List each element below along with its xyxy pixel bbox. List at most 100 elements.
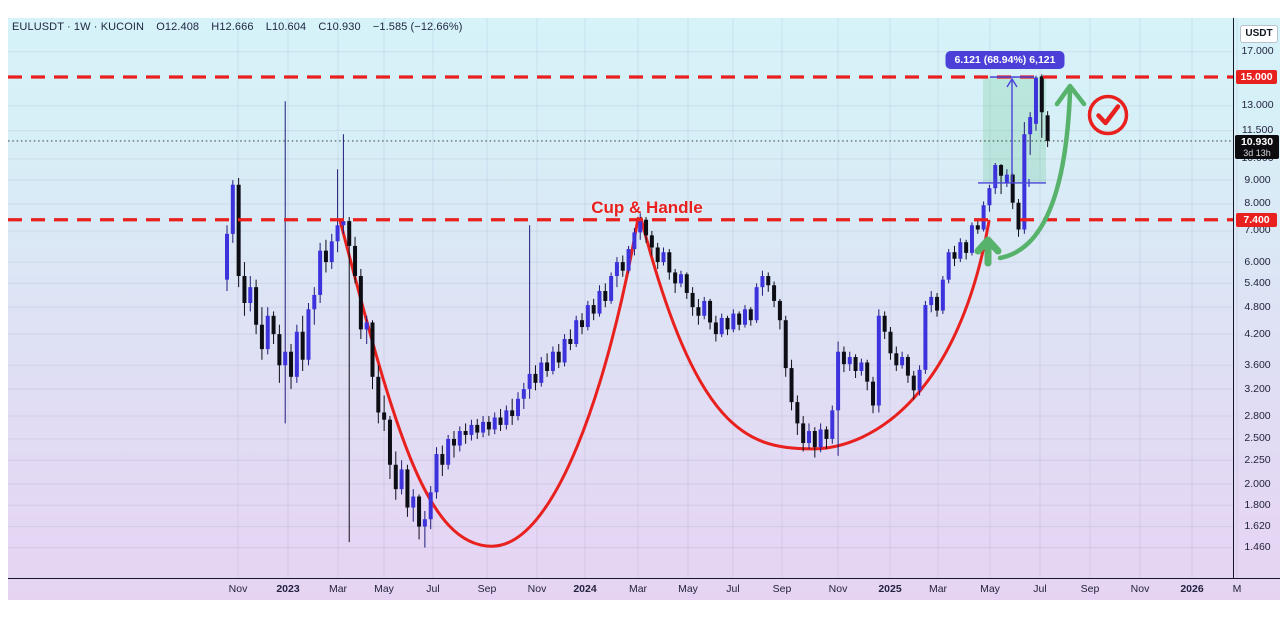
candle-body[interactable] — [993, 165, 998, 189]
candle-body[interactable] — [859, 362, 864, 371]
candle-body[interactable] — [248, 287, 253, 304]
candle-body[interactable] — [678, 274, 683, 284]
time-tick-label[interactable]: May — [678, 583, 698, 595]
symbol-title[interactable]: EULUSDT · 1W · KUCOIN — [12, 21, 145, 33]
candle-body[interactable] — [673, 272, 678, 284]
candle-body[interactable] — [882, 315, 887, 332]
candle-body[interactable] — [521, 389, 526, 399]
time-tick-label[interactable]: Jul — [1033, 583, 1047, 595]
candle-body[interactable] — [469, 424, 474, 435]
candle-body[interactable] — [969, 225, 974, 253]
candle-body[interactable] — [1033, 77, 1038, 124]
candle-body[interactable] — [777, 300, 782, 321]
candle-body[interactable] — [376, 376, 381, 413]
candle-body[interactable] — [300, 331, 305, 360]
candle-body[interactable] — [335, 225, 340, 242]
candle-body[interactable] — [353, 245, 358, 277]
candle-body[interactable] — [225, 233, 229, 280]
time-tick-label[interactable]: May — [374, 583, 394, 595]
candle-body[interactable] — [836, 351, 841, 411]
candle-body[interactable] — [440, 454, 445, 465]
time-tick-label[interactable]: Sep — [772, 583, 792, 595]
candle-body[interactable] — [975, 225, 980, 230]
price-axis[interactable]: USDT 17.00013.00011.50010.0009.0008.0007… — [1233, 18, 1280, 578]
candle-body[interactable] — [626, 249, 631, 271]
candle-body[interactable] — [900, 357, 905, 366]
candle-body[interactable] — [574, 320, 579, 344]
cup-handle-annotation[interactable]: Cup & Handle — [591, 198, 703, 217]
candle-body[interactable] — [987, 188, 992, 206]
candle-body[interactable] — [550, 351, 555, 371]
candle-body[interactable] — [463, 431, 468, 435]
candle-body[interactable] — [597, 290, 602, 314]
candle-body[interactable] — [347, 221, 352, 246]
candle-body[interactable] — [748, 309, 753, 321]
candle-body[interactable] — [644, 219, 649, 236]
time-tick-label[interactable]: Jul — [426, 583, 440, 595]
candle-body[interactable] — [411, 496, 416, 508]
candle-body[interactable] — [382, 412, 387, 420]
candle-body[interactable] — [935, 296, 940, 311]
candle-body[interactable] — [358, 276, 363, 330]
time-tick-label[interactable]: Nov — [1130, 583, 1150, 595]
candle-body[interactable] — [911, 375, 916, 391]
time-tick-label[interactable]: 2025 — [878, 583, 902, 595]
candle-body[interactable] — [580, 320, 585, 328]
candle-body[interactable] — [364, 322, 369, 330]
candle-body[interactable] — [329, 241, 334, 263]
candle-body[interactable] — [981, 205, 986, 230]
candle-body[interactable] — [568, 339, 573, 344]
candle-body[interactable] — [451, 438, 456, 446]
candle-body[interactable] — [772, 285, 777, 301]
time-tick-label[interactable]: Nov — [527, 583, 547, 595]
candle-body[interactable] — [888, 331, 893, 354]
candle-body[interactable] — [603, 290, 608, 301]
currency-button[interactable]: USDT — [1240, 25, 1278, 43]
candle-body[interactable] — [492, 417, 497, 430]
candle-body[interactable] — [760, 276, 765, 288]
candle-body[interactable] — [731, 313, 736, 330]
candle-body[interactable] — [684, 274, 689, 293]
candle-body[interactable] — [259, 324, 264, 350]
candle-body[interactable] — [812, 431, 817, 448]
candle-body[interactable] — [504, 410, 509, 425]
candle-body[interactable] — [742, 309, 747, 325]
candle-body[interactable] — [841, 351, 846, 365]
candle-body[interactable] — [277, 334, 282, 366]
candle-body[interactable] — [545, 362, 550, 371]
time-tick-label[interactable]: Nov — [828, 583, 848, 595]
candle-body[interactable] — [434, 454, 439, 493]
measure-tool-label[interactable]: 6.121 (68.94%) 6,121 — [945, 51, 1065, 69]
candle-body[interactable] — [370, 322, 375, 377]
candle-body[interactable] — [649, 235, 654, 248]
candle-body[interactable] — [230, 184, 235, 234]
candle-body[interactable] — [417, 496, 422, 527]
candle-body[interactable] — [527, 373, 532, 390]
time-tick-label[interactable]: M — [1232, 583, 1242, 595]
time-tick-label[interactable]: Nov — [228, 583, 248, 595]
candle-body[interactable] — [667, 252, 672, 273]
candle-body[interactable] — [876, 315, 881, 406]
candle-body[interactable] — [265, 315, 270, 350]
candle-body[interactable] — [929, 296, 934, 306]
candle-body[interactable] — [690, 292, 695, 308]
candle-body[interactable] — [405, 469, 410, 508]
candle-body[interactable] — [428, 492, 433, 520]
candle-body[interactable] — [871, 381, 876, 406]
candle-body[interactable] — [1045, 115, 1050, 141]
candle-body[interactable] — [766, 276, 771, 286]
candle-body[interactable] — [306, 309, 311, 360]
candle-body[interactable] — [422, 519, 427, 527]
time-tick-label[interactable]: Mar — [628, 583, 648, 595]
candle-body[interactable] — [236, 184, 241, 277]
candle-body[interactable] — [917, 369, 922, 391]
candle-body[interactable] — [289, 351, 294, 377]
candle-body[interactable] — [318, 250, 323, 295]
measure-arrow[interactable] — [978, 76, 1046, 187]
candle-body[interactable] — [696, 307, 701, 316]
candle-body[interactable] — [609, 276, 614, 301]
candle-body[interactable] — [952, 252, 957, 259]
time-tick-label[interactable]: Sep — [477, 583, 497, 595]
candle-body[interactable] — [271, 315, 276, 335]
